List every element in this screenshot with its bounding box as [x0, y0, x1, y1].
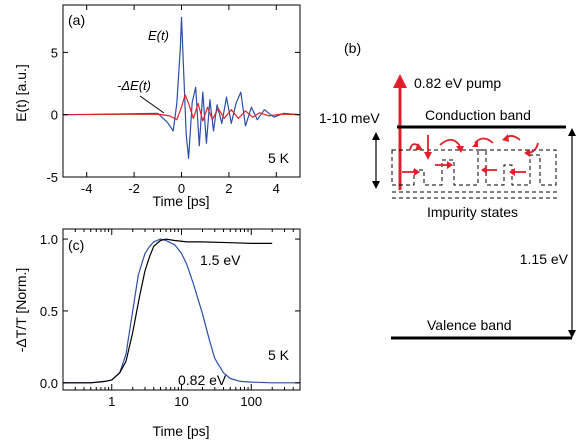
panel-a-series-1 [62, 94, 301, 122]
hop-arrow-2 [439, 138, 461, 147]
hop-arrow-3 [474, 137, 494, 144]
energy-range-arrow-head-up [372, 132, 380, 140]
panel-c-series-1 [63, 238, 300, 384]
panel-a-label: (a) [68, 12, 85, 28]
panel-a-x-tick-label: -2 [128, 181, 140, 196]
panel-c-x-tick-label: 10 [174, 394, 188, 409]
curve-label-delta-e: -ΔE(t) [117, 78, 151, 93]
hop-head-9 [509, 168, 515, 176]
gap-label: 1.15 eV [520, 251, 569, 267]
curve-label-pointer [139, 95, 165, 114]
panel-a-x-tick-label: 0 [178, 181, 185, 196]
panel-a-y-tick-label: 5 [51, 45, 58, 60]
panel-a-x-axis-label: Time [ps] [152, 193, 209, 209]
panel-c-x-ticks: 1 10 100 [62, 229, 301, 409]
hop-head-1 [415, 143, 423, 150]
panel-c-y-axis-label: -ΔT/T [Norm.] [13, 268, 29, 353]
panel-c-y-tick-label: 0.5 [40, 304, 58, 319]
hopping-arrow-heads [414, 134, 530, 176]
panel-c-y-tick-label: 0.0 [40, 376, 58, 391]
pump-arrow-head [393, 74, 407, 88]
hopping-arrows [402, 135, 539, 173]
panel-a-x-tick-label: 2 [225, 181, 232, 196]
conduction-band-label: Conduction band [425, 107, 531, 123]
gap-arrow-head-down [568, 330, 576, 338]
valence-band-label: Valence band [427, 317, 512, 333]
panel-a-curves [62, 16, 301, 159]
panel-c-curves [63, 238, 300, 384]
panel-a-y-ticks: 5 0 -5 [46, 45, 300, 185]
hop-head-4 [502, 134, 509, 142]
panel-a-y-axis-label: E(t) [a.u.] [13, 64, 29, 122]
panel-a-y-tick-label: 0 [51, 108, 58, 123]
panel-a-y-tick-label: -5 [46, 170, 58, 185]
panel-c-x-tick-label: 1 [108, 394, 115, 409]
panel-a-temperature: 5 K [268, 150, 290, 166]
panel-c-x-tick-label: 100 [240, 394, 262, 409]
pump-label: 0.82 eV pump [414, 75, 501, 91]
panel-c-y-ticks: 1.0 0.5 0.0 [40, 232, 300, 391]
curve-label-0p82ev: 0.82 eV [178, 372, 227, 388]
relaxation-arrow-head [424, 152, 432, 160]
panel-b-label: (b) [344, 40, 361, 56]
impurity-states-label: Impurity states [427, 204, 518, 220]
panel-c-temperature: 5 K [268, 347, 290, 363]
gap-arrow-head-up [568, 128, 576, 136]
impurity-wells [391, 149, 558, 199]
panel-a-x-tick-label: -4 [81, 181, 93, 196]
curve-label-1p5ev: 1.5 eV [200, 252, 241, 268]
hop-head-3 [472, 140, 478, 147]
curve-label-e: E(t) [148, 28, 169, 43]
hop-head-7 [447, 161, 453, 169]
impurity-well-outline [391, 149, 557, 186]
panel-c-y-tick-label: 1.0 [40, 232, 58, 247]
panel-a-series-0 [62, 16, 301, 159]
energy-range-arrow-head-down [372, 181, 380, 189]
hop-head-8 [481, 166, 487, 174]
hop-head-2 [456, 146, 464, 153]
panel-b: (b) 0.82 eV pump Conduction band Valence… [319, 40, 576, 340]
hop-head-6 [414, 168, 420, 176]
panel-c-label: (c) [68, 237, 84, 253]
panel-a: -4 -2 0 2 4 5 0 -5 (a) E(t) -ΔE(t) 5 K Time [p… [13, 4, 301, 209]
panel-c-x-axis-label: Time [ps] [152, 423, 209, 439]
panel-a-x-tick-label: 4 [273, 181, 280, 196]
panel-a-x-ticks: -4 -2 0 2 4 [81, 5, 280, 196]
panel-c: 1 10 100 1.00.50.0 (c) 1.5 eV 5 K 0.82 eV … [13, 228, 301, 439]
panel-c-series-0 [63, 238, 273, 384]
hop-head-5 [524, 149, 530, 157]
energy-range-label: 1-10 meV [319, 110, 380, 126]
